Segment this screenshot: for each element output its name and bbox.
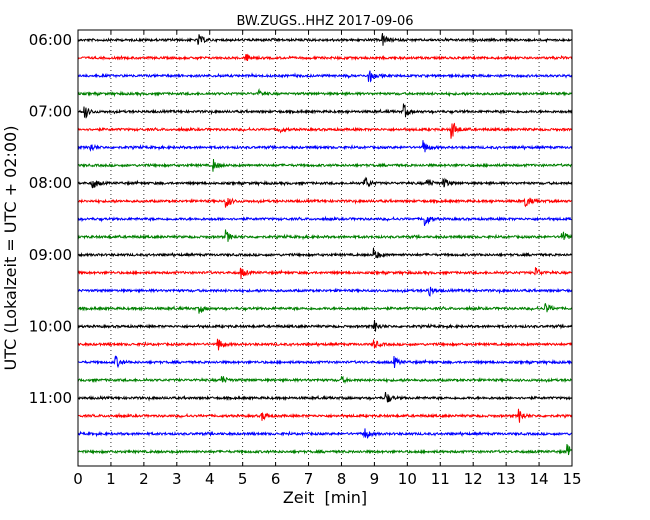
trace-line: [77, 319, 573, 332]
trace-line: [77, 229, 573, 242]
trace-line: [77, 428, 573, 439]
x-tick-label: 3: [172, 470, 182, 488]
trace-line: [77, 408, 573, 423]
trace-line: [77, 286, 573, 297]
grid-lines: [110, 30, 540, 466]
trace-group: [77, 32, 573, 456]
trace-line: [77, 88, 573, 98]
y-tick-label: 06:00: [29, 31, 72, 49]
y-tick-label: 11:00: [29, 389, 72, 407]
y-tick-label: 07:00: [29, 103, 72, 121]
x-tick-label: 14: [530, 470, 549, 488]
y-tick-label: 10:00: [29, 317, 72, 335]
trace-line: [77, 103, 573, 119]
trace-line: [77, 247, 573, 259]
trace-line: [77, 140, 573, 153]
x-axis: 0 1 2 3 4 5 6 7 8 9 10 11 12 13 14 15: [73, 30, 582, 488]
x-tick-label: 7: [304, 470, 314, 488]
chart-title: BW.ZUGS..HHZ 2017-09-06: [236, 14, 413, 29]
x-tick-label: 15: [562, 470, 581, 488]
x-tick-label: 5: [238, 470, 248, 488]
y-tick-label: 08:00: [29, 174, 72, 192]
y-axis: 06:00 07:00 08:00 09:00 10:00 11:00: [29, 31, 572, 407]
x-tick-label: 13: [497, 470, 516, 488]
x-tick-label: 2: [139, 470, 149, 488]
trace-line: [77, 267, 573, 280]
trace-line: [77, 197, 573, 208]
x-axis-label: Zeit [min]: [283, 488, 367, 507]
y-tick-label: 09:00: [29, 246, 72, 264]
x-tick-label: 1: [106, 470, 116, 488]
trace-line: [77, 70, 573, 83]
y-axis-label: UTC (Lokalzeit = UTC + 02:00): [1, 126, 20, 371]
x-tick-label: 0: [73, 470, 83, 488]
trace-line: [77, 32, 573, 46]
x-tick-label: 11: [431, 470, 450, 488]
x-tick-label: 10: [398, 470, 417, 488]
trace-line: [77, 122, 573, 139]
trace-line: [77, 176, 573, 189]
trace-line: [77, 444, 573, 456]
trace-line: [77, 302, 573, 314]
trace-line: [77, 338, 573, 351]
trace-line: [77, 391, 573, 403]
trace-line: [77, 375, 573, 385]
x-tick-label: 12: [464, 470, 483, 488]
trace-line: [77, 215, 573, 226]
trace-line: [77, 158, 573, 172]
x-tick-label: 8: [337, 470, 347, 488]
trace-line: [77, 53, 573, 62]
trace-line: [77, 355, 573, 369]
x-tick-label: 4: [205, 470, 215, 488]
x-tick-label: 6: [271, 470, 281, 488]
x-tick-label: 9: [370, 470, 380, 488]
plot-frame: [77, 29, 573, 467]
